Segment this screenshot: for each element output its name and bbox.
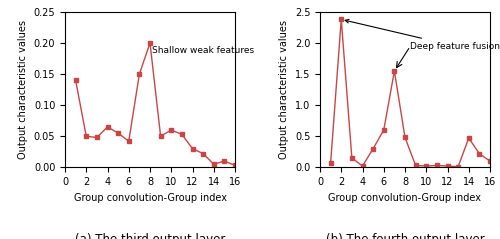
Y-axis label: Output characteristic values: Output characteristic values — [18, 20, 28, 159]
X-axis label: Group convolution-Group index: Group convolution-Group index — [328, 193, 482, 203]
Text: (b) The fourth output layer: (b) The fourth output layer — [326, 233, 484, 239]
Text: (a) The third output layer: (a) The third output layer — [75, 233, 225, 239]
Y-axis label: Output characteristic values: Output characteristic values — [279, 20, 289, 159]
X-axis label: Group convolution-Group index: Group convolution-Group index — [74, 193, 227, 203]
Text: Deep feature fusion: Deep feature fusion — [345, 19, 500, 51]
Text: Shallow weak features: Shallow weak features — [152, 46, 254, 55]
